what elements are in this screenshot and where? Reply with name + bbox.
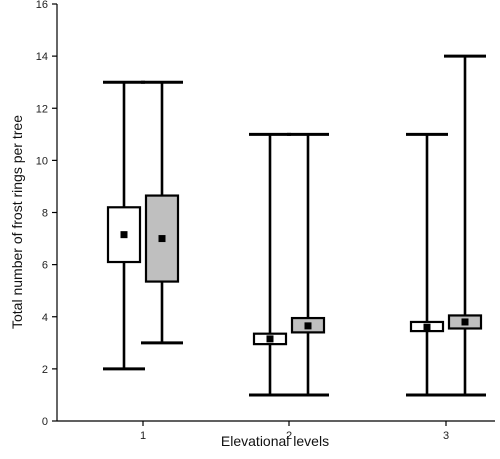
mean-marker	[304, 322, 312, 330]
mean-marker	[423, 323, 431, 331]
y-tick-label: 12	[36, 103, 48, 115]
y-tick-label: 0	[42, 416, 48, 428]
y-tick-label: 4	[42, 312, 48, 324]
mean-marker	[120, 231, 128, 239]
y-tick-label: 6	[42, 260, 48, 272]
y-tick-label: 2	[42, 364, 48, 376]
y-tick-labels: 0 2 4 6 8 10 12 14 16	[36, 0, 48, 428]
y-tick-label: 16	[36, 0, 48, 11]
x-tick-labels: 1 2 3	[140, 430, 449, 442]
box-group	[249, 132, 291, 397]
box-group	[444, 54, 486, 397]
y-axis-title: Total number of frost rings per tree	[9, 115, 25, 329]
y-tick-label: 10	[36, 155, 48, 167]
box-group	[406, 132, 448, 397]
y-tick-label: 14	[36, 51, 48, 63]
x-tick-label: 3	[443, 430, 449, 442]
x-tick-label: 2	[286, 430, 292, 442]
mean-marker	[461, 318, 469, 326]
x-tick-label: 1	[140, 430, 146, 442]
plot-area	[103, 54, 486, 397]
box-group	[141, 80, 183, 345]
box-group	[103, 80, 145, 371]
x-axis-title: Elevational levels	[221, 433, 329, 449]
mean-marker	[158, 235, 166, 243]
y-tick-label: 8	[42, 208, 48, 220]
box-group	[287, 132, 329, 397]
mean-marker	[266, 335, 274, 343]
axes	[52, 3, 495, 426]
